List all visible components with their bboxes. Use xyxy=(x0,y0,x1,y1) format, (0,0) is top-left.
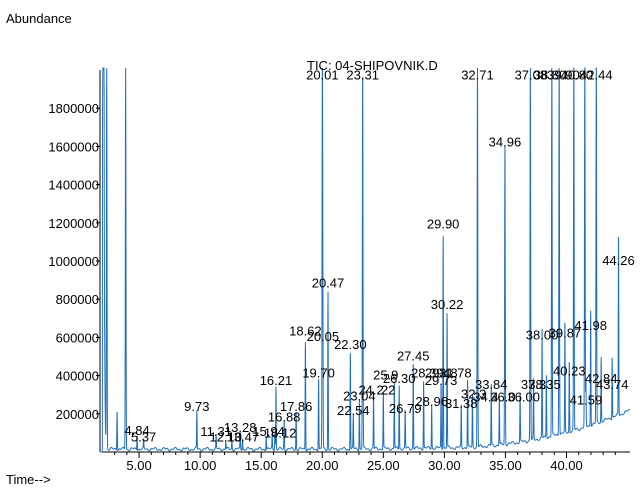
y-axis-title: Abundance xyxy=(6,11,72,26)
peak-label: 31.38 xyxy=(445,396,478,411)
peak-label: 19.70 xyxy=(302,366,335,381)
peak-label: 34.4 xyxy=(473,389,498,404)
peak-label: 24.2 xyxy=(358,383,383,398)
peak-label: 44.26 xyxy=(602,253,635,268)
peak-label: 33.84 xyxy=(475,377,508,392)
peak-label: 11.31 xyxy=(200,424,232,439)
peak-label: 27.45 xyxy=(397,348,430,363)
peak-label: 25.9 xyxy=(373,367,398,382)
y-tick-label: 1200000 xyxy=(48,216,99,231)
peak-label: 37.3 xyxy=(521,377,546,392)
x-tick-label: 20.00 xyxy=(306,458,339,473)
peak-label: 42.44 xyxy=(580,68,613,83)
peak-label: 15.94 xyxy=(252,424,285,439)
peak-label: 18.62 xyxy=(289,323,322,338)
peak-label: 26.30 xyxy=(383,371,416,386)
peak-label: 29.73 xyxy=(425,373,458,388)
peak-label: 22.54 xyxy=(337,403,370,418)
peak-label: 12.10 xyxy=(210,429,243,444)
peak-label: 38.35 xyxy=(528,377,561,392)
x-tick-label: 15.00 xyxy=(245,458,278,473)
peak-label: 42.84 xyxy=(585,371,618,386)
peak-label: 39.87 xyxy=(549,325,582,340)
x-tick-label: 30.00 xyxy=(428,458,461,473)
x-tick-label: 5.00 xyxy=(126,458,151,473)
y-tick-label: 200000 xyxy=(56,407,99,422)
y-tick-label: 1800000 xyxy=(48,101,99,116)
x-axis-title: Time--> xyxy=(6,472,51,487)
peak-label: 31.78 xyxy=(439,366,472,381)
y-tick-label: 1000000 xyxy=(48,254,99,269)
y-tick-label: 400000 xyxy=(56,369,99,384)
peak-label: 13.28 xyxy=(224,420,257,435)
y-tick-label: 800000 xyxy=(56,292,99,307)
peak-label: 5.37 xyxy=(131,429,156,444)
peak-label: 38.80 xyxy=(534,68,567,83)
peak-label: 9.73 xyxy=(184,399,209,414)
x-tick-label: 35.00 xyxy=(489,458,522,473)
peak-label: 17.86 xyxy=(280,399,313,414)
peak-label: 4.84 xyxy=(124,423,149,438)
peak-label: 38.00 xyxy=(526,327,559,342)
peak-label: 13.47 xyxy=(227,429,260,444)
peak-label: 20.05 xyxy=(307,329,340,344)
peak-label: 22.30 xyxy=(334,337,367,352)
y-tick-label: 1600000 xyxy=(48,139,99,154)
peak-label: 29.48 xyxy=(425,366,458,381)
peak-label: 32.71 xyxy=(461,68,494,83)
peak-label: 34.96 xyxy=(489,134,522,149)
peak-labels-layer: 20.01 23.31 32.71 37.0838.8039.9040.8042.44… xyxy=(124,68,634,445)
peak-label: 40.80 xyxy=(561,68,594,83)
peak-label: 22 xyxy=(381,383,395,398)
peak-label: 28.39 xyxy=(411,366,444,381)
tic-trace-line xyxy=(100,67,631,453)
x-tick-label: 40.00 xyxy=(550,458,583,473)
peak-label: 36.0 xyxy=(490,389,515,404)
peak-label: 32.3 xyxy=(461,387,486,402)
peak-label: 20.47 xyxy=(312,276,345,291)
peak-label: 23.04 xyxy=(343,388,376,403)
peak-label: 41.98 xyxy=(574,318,607,333)
peak-label: 30.22 xyxy=(431,297,464,312)
peak-label: 39.90 xyxy=(547,68,580,83)
peak-label: 43.74 xyxy=(596,377,629,392)
peak-label: 36.00 xyxy=(507,389,540,404)
x-tick-label: 10.00 xyxy=(184,458,217,473)
peak-label: 16.88 xyxy=(268,409,301,424)
peak-label: 28.96 xyxy=(415,394,448,409)
y-tick-label: 600000 xyxy=(56,330,99,345)
peak-label: 37.08 xyxy=(515,68,548,83)
x-tick-label: 25.00 xyxy=(367,458,400,473)
peak-label: 29.90 xyxy=(427,217,460,232)
trace-layer xyxy=(100,67,631,453)
chart-title: TIC: 04-SHIPOVNIK.D xyxy=(307,58,438,73)
axes-layer: 200000 400000 600000 800000 1000000 1200000 14… xyxy=(48,70,630,473)
peak-label: 20.01 xyxy=(306,68,339,83)
peak-label: 23.31 xyxy=(346,68,379,83)
y-tick-label: 1400000 xyxy=(48,178,99,193)
peak-label: 41.59 xyxy=(570,392,603,407)
peak-label: 16.12 xyxy=(264,426,297,441)
peak-label: 40.23 xyxy=(553,364,586,379)
peak-label: 26.79 xyxy=(389,401,422,416)
peak-label: 16.21 xyxy=(260,373,293,388)
